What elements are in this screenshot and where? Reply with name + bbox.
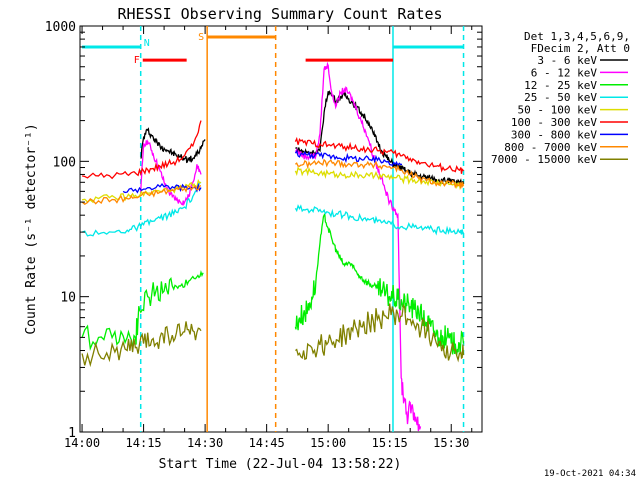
y-tick-label-3: 1000	[45, 20, 76, 35]
legend-label-7: 800 - 7000 keV	[504, 141, 597, 154]
legend-header-0: Det 1,3,4,5,6,9,	[524, 30, 630, 43]
series-line-300-800-kev-1	[294, 149, 403, 167]
series-line-25-50-kev-1	[294, 204, 465, 236]
x-tick-label-3: 14:45	[249, 436, 285, 450]
timestamp: 19-Oct-2021 04:34	[544, 469, 636, 479]
series-line-25-50-kev-0	[81, 181, 202, 237]
legend-label-0: 3 - 6 keV	[537, 54, 597, 67]
series-line-50-100-kev-0	[81, 179, 202, 204]
series-line-300-800-kev-0	[122, 182, 202, 194]
series-line-7000-15000-kev-1	[295, 303, 465, 363]
legend-label-5: 100 - 300 keV	[511, 116, 597, 129]
y-axis-label: Count Rate (s⁻¹ detector⁻¹)	[24, 123, 39, 334]
x-tick-label-4: 15:00	[310, 436, 346, 450]
x-tick-label-1: 14:15	[126, 436, 162, 450]
x-axis-label: Start Time (22-Jul-04 13:58:22)	[159, 457, 402, 472]
y-tick-label-2: 100	[53, 155, 76, 170]
flag-label-f: F	[134, 55, 140, 66]
series-line-3-6-kev-1	[295, 89, 465, 188]
legend-label-6: 300 - 800 keV	[511, 128, 597, 141]
y-tick-label-0: 1	[68, 426, 76, 441]
series-line-12-25-kev-0	[81, 269, 204, 352]
series-line-800-7000-kev-1	[294, 158, 465, 189]
series-line-800-7000-kev-0	[81, 184, 202, 205]
series-line-7000-15000-kev-0	[81, 321, 202, 368]
legend-header-1: FDecim 2, Att 0	[531, 42, 630, 55]
flag-label-n: N	[144, 38, 150, 49]
x-tick-label-0: 14:00	[64, 436, 100, 450]
legend: Det 1,3,4,5,6,9,FDecim 2, Att 03 - 6 keV…	[491, 30, 630, 166]
series-group	[81, 61, 465, 432]
flag-bars: NF S	[82, 32, 464, 66]
legend-label-8: 7000 - 15000 keV	[491, 153, 597, 166]
x-tick-label-5: 15:15	[372, 436, 408, 450]
series-line-100-300-kev-1	[294, 136, 465, 174]
x-tick-label-2: 14:30	[187, 436, 223, 450]
y-tick-label-1: 10	[60, 291, 76, 306]
x-tick-label-6: 15:30	[433, 436, 469, 450]
legend-label-3: 25 - 50 keV	[524, 91, 597, 104]
series-line-12-25-kev-1	[294, 212, 465, 356]
legend-label-1: 6 - 12 keV	[531, 66, 598, 79]
axes-group: 14:00 14:15 14:30 14:45 15:00 15:15 15:30 1 10 10…	[45, 20, 482, 450]
legend-label-4: 50 - 100 keV	[518, 104, 598, 117]
time-markers	[139, 26, 465, 432]
chart-title: RHESSI Observing Summary Count Rates	[117, 5, 442, 23]
series-line-3-6-kev-0	[140, 127, 206, 164]
series-line-100-300-kev-0	[81, 120, 202, 180]
legend-label-2: 12 - 25 keV	[524, 79, 597, 92]
plot-frame	[79, 25, 483, 433]
series-line-6-12-kev-1	[294, 61, 422, 432]
flag-label-s: S	[198, 32, 204, 43]
